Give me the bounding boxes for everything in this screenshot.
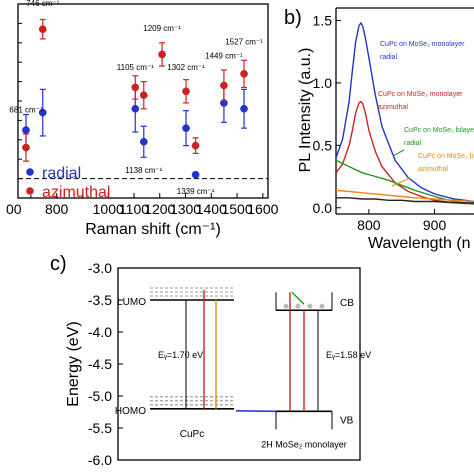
y-axis-label: PL Intensity (a.u.) bbox=[297, 48, 314, 173]
radial-point bbox=[191, 170, 200, 179]
vb-label: VB bbox=[340, 415, 354, 426]
legend-marker-azimuthal bbox=[26, 187, 34, 195]
y-tick-label: -5.0 bbox=[88, 388, 112, 404]
legend-label-azimuthal: azimuthal bbox=[42, 184, 110, 201]
pl-curve-4 bbox=[336, 197, 474, 204]
x-axis-label: Wavelength (n bbox=[368, 235, 471, 252]
azimuthal-point bbox=[22, 143, 30, 152]
y-tick-label: 0.5 bbox=[313, 137, 333, 153]
x-tick-label: 00 bbox=[6, 201, 22, 217]
peak-label: 1339 cm⁻¹ bbox=[177, 187, 215, 196]
azimuthal-point bbox=[240, 69, 248, 78]
electron-dot bbox=[295, 303, 301, 309]
peak-label: 681 cm⁻¹ bbox=[9, 106, 42, 115]
legend-label-radial: radial bbox=[42, 165, 81, 182]
curve-label: azimuthal bbox=[378, 104, 408, 111]
curve-label: CuPc on MoSe₂ monolayer bbox=[378, 91, 463, 98]
curve-label: CuPc on MoSe₂ bi bbox=[418, 153, 474, 160]
mose2-label: 2H MoSe₂ monolayer bbox=[261, 439, 347, 449]
lumo-label: LUMO bbox=[117, 297, 146, 308]
x-tick-label: 1600 bbox=[247, 201, 278, 217]
x-tick-label: 1100 bbox=[119, 201, 149, 217]
y-tick-label: -3.0 bbox=[88, 260, 112, 276]
electron-dot bbox=[283, 303, 289, 309]
pl-curve-1 bbox=[335, 100, 474, 205]
y-tick-label: -4.0 bbox=[88, 324, 112, 340]
panel-label: c) bbox=[50, 253, 67, 275]
x-tick-label: 1500 bbox=[221, 201, 252, 217]
radial-point bbox=[131, 104, 140, 113]
curve-label: CuPc on MoSe₂ monolayer bbox=[380, 41, 465, 48]
curve-label: CuPc on MoSe₂ bilayer bbox=[404, 127, 474, 134]
relaxation-arrow bbox=[291, 291, 305, 305]
peak-label: 1302 cm⁻¹ bbox=[167, 63, 205, 72]
panel-b-pl-chart: b) 0.0 0.5 1.0 1.5 800 900 Wavelength (n PL Inte… bbox=[284, 7, 474, 252]
legend-marker-radial bbox=[26, 168, 34, 176]
y-tick-label: 1.5 bbox=[313, 12, 333, 28]
cb-label: CB bbox=[340, 298, 354, 309]
azimuthal-point bbox=[182, 87, 190, 96]
x-tick-label: 800 bbox=[357, 217, 381, 233]
y-tick-label: -3.5 bbox=[88, 292, 112, 308]
azimuthal-point bbox=[220, 81, 228, 90]
y-tick-label: 1.0 bbox=[313, 75, 333, 91]
peak-label: 1449 cm⁻¹ bbox=[205, 51, 243, 60]
pl-curve-0 bbox=[335, 21, 474, 203]
peak-label: 1209 cm⁻¹ bbox=[143, 24, 181, 33]
x-tick-label: 1200 bbox=[144, 201, 175, 217]
cupc-gap-label: Eᵧ=1.70 eV bbox=[158, 350, 203, 360]
y-axis-label: Energy (eV) bbox=[65, 321, 82, 406]
azimuthal-point bbox=[191, 141, 200, 150]
y-tick-label: -6.0 bbox=[88, 452, 112, 468]
electron-dot bbox=[319, 303, 325, 309]
azimuthal-point bbox=[139, 91, 148, 100]
azimuthal-point bbox=[131, 83, 140, 92]
radial-point bbox=[139, 137, 148, 146]
y-tick-label: 0.0 bbox=[313, 200, 333, 216]
radial-point bbox=[182, 124, 190, 133]
azimuthal-point bbox=[38, 25, 47, 34]
transfer-arrow bbox=[235, 410, 277, 413]
x-tick-label: 800 bbox=[45, 201, 69, 217]
label-arrow bbox=[391, 177, 411, 187]
peak-label: 1138 cm⁻¹ bbox=[125, 166, 162, 175]
y-tick-label: -5.5 bbox=[88, 420, 112, 436]
curve-label: radial bbox=[404, 140, 422, 147]
peak-label: 1105 cm⁻¹ bbox=[117, 63, 154, 72]
pl-curve-3 bbox=[335, 189, 474, 203]
panel-label: b) bbox=[284, 7, 302, 29]
x-tick-label: 1000 bbox=[93, 201, 124, 217]
x-tick-label: 1400 bbox=[196, 201, 227, 217]
panel-c-energy-diagram: c) -3.0 -3.5 -4.0 -4.5 -5.0 -5.5 -6.0 Energy (eV… bbox=[50, 253, 371, 468]
mose2-gap-label: Eᵧ=1.58 eV bbox=[326, 350, 371, 360]
cupc-label: CuPc bbox=[180, 429, 204, 440]
label-arrow bbox=[392, 149, 405, 157]
radial-point bbox=[240, 104, 248, 113]
plot-frame bbox=[117, 267, 361, 461]
radial-point bbox=[38, 108, 47, 117]
x-axis-label: Raman shift (cm⁻¹) bbox=[85, 221, 221, 238]
y-tick-label: -4.5 bbox=[88, 356, 112, 372]
homo-label: HOMO bbox=[115, 406, 146, 417]
x-tick-label: 1300 bbox=[170, 201, 201, 217]
x-tick-label: 900 bbox=[423, 217, 447, 233]
curve-label: radial bbox=[380, 54, 398, 61]
azimuthal-point bbox=[158, 50, 166, 59]
peak-label: 1527 cm⁻¹ bbox=[225, 38, 263, 47]
curve-label: azimuthal bbox=[418, 166, 448, 173]
radial-point bbox=[22, 126, 30, 134]
peak-label: 746 cm⁻¹ bbox=[26, 0, 59, 8]
electron-dot bbox=[307, 303, 313, 309]
